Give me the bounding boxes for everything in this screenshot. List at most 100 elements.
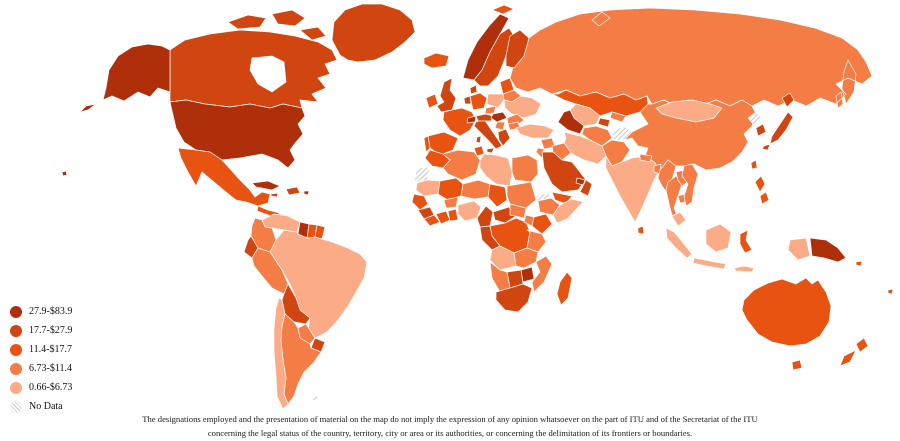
region-egypt: [511, 154, 539, 183]
region-afghanistan: [581, 125, 613, 147]
region-west-papua: [787, 237, 811, 261]
region-balkans: [494, 121, 506, 131]
region-puerto-rico: [303, 190, 310, 196]
legend-color-swatch: [10, 343, 22, 356]
region-chile: [273, 297, 289, 410]
region-kashmir: [611, 125, 633, 141]
region-nepal: [639, 153, 653, 163]
region-czechia: [484, 105, 497, 115]
region-jordan-israel: [535, 147, 545, 159]
region-greenland: [331, 3, 416, 63]
region-sumatra: [665, 227, 693, 259]
legend: 27.9-$83.9 17.7-$27.9 11.4-$17.7 6.73-$11.4…: [10, 302, 72, 416]
region-zimbabwe: [520, 266, 535, 283]
region-java: [692, 257, 727, 270]
region-algeria: [442, 149, 481, 181]
region-kyrgyzstan: [609, 111, 627, 123]
disclaimer-line-2: concerning the legal status of the count…: [207, 428, 693, 438]
region-turkey: [515, 123, 555, 139]
region-greece: [497, 128, 511, 147]
region-borneo: [705, 223, 732, 253]
region-united-kingdom: [436, 77, 457, 113]
region-hispaniola: [285, 186, 301, 196]
legend-item-cat3: 11.4-$17.7: [10, 340, 72, 359]
region-mexico: [177, 147, 271, 207]
region-vietnam: [681, 163, 699, 207]
legend-color-swatch: [10, 305, 22, 318]
region-hungary: [490, 111, 508, 123]
disclaimer-line-1: The designations employed and the presen…: [142, 414, 758, 424]
region-japan: [761, 92, 795, 151]
region-iran: [563, 131, 607, 165]
region-ukraine: [503, 95, 542, 119]
region-tasmania: [791, 359, 803, 371]
region-india: [605, 155, 661, 223]
region-malaysia: [671, 211, 687, 227]
legend-item-cat4: 6.73-$11.4: [10, 359, 72, 378]
region-portugal: [423, 135, 431, 153]
region-senegal: [411, 193, 429, 211]
region-italy: [473, 118, 503, 154]
legend-label: No Data: [29, 401, 63, 412]
region-alaska: [79, 43, 171, 113]
region-hawaii: [61, 170, 68, 177]
region-austria: [475, 113, 494, 122]
region-falklands: [311, 395, 319, 402]
region-russia: [509, 7, 873, 109]
region-switzerland: [466, 115, 477, 124]
no-data-swatch: [10, 400, 22, 413]
region-south-africa: [495, 283, 533, 313]
legend-label: 11.4-$17.7: [29, 344, 72, 355]
region-tajikistan: [597, 117, 611, 128]
region-new-zealand: [839, 337, 869, 367]
legend-label: 6.73-$11.4: [29, 363, 72, 374]
legend-item-cat5: 0.66-$6.73: [10, 378, 72, 397]
region-french-guiana: [314, 224, 326, 240]
region-bolivia: [281, 283, 311, 325]
region-poland: [486, 93, 505, 109]
region-burkina-faso: [443, 196, 459, 209]
region-solomon-islands: [855, 260, 863, 267]
region-lesser-sunda: [733, 265, 755, 273]
region-yemen: [551, 191, 573, 205]
legend-label: 0.66-$6.73: [29, 382, 73, 393]
region-kenya: [531, 213, 553, 235]
region-jamaica: [270, 192, 279, 198]
legend-color-swatch: [10, 324, 22, 337]
region-benelux: [463, 95, 472, 105]
region-mauritania: [415, 179, 441, 197]
legend-color-swatch: [10, 362, 22, 375]
region-australia: [741, 277, 832, 347]
region-germany: [469, 92, 488, 111]
region-oman: [579, 179, 593, 197]
region-france: [442, 107, 477, 137]
legend-item-cat2: 17.7-$27.9: [10, 321, 72, 340]
region-arctic-islands: [227, 9, 327, 41]
legend-label: 17.7-$27.9: [29, 325, 73, 336]
region-niger: [460, 179, 491, 200]
legend-color-swatch: [10, 381, 22, 394]
region-ghana: [447, 208, 459, 222]
region-sulawesi: [739, 229, 753, 254]
region-mongolia: [655, 99, 723, 123]
disclaimer: The designations employed and the presen…: [0, 412, 900, 440]
region-papua-new-guinea: [809, 237, 847, 263]
region-chad: [487, 183, 508, 208]
region-iceland: [423, 52, 450, 69]
region-cameroon: [476, 205, 494, 228]
region-taiwan: [750, 159, 758, 170]
region-ireland: [425, 93, 439, 109]
region-madagascar: [556, 271, 573, 306]
hudson-bay: [249, 55, 287, 93]
region-colombia: [250, 217, 277, 253]
region-somalia: [552, 198, 584, 224]
region-cuba: [251, 180, 281, 191]
region-fiji: [887, 288, 894, 295]
region-kazakhstan: [551, 89, 649, 117]
region-sri-lanka: [637, 225, 645, 235]
region-mali: [437, 177, 464, 201]
region-mozambique: [531, 255, 553, 293]
region-finland: [505, 29, 530, 69]
